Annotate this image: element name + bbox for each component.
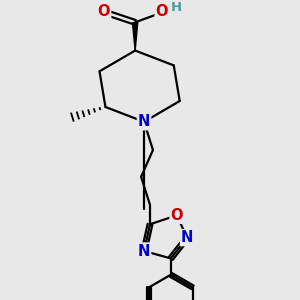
Text: N: N xyxy=(181,230,193,245)
Text: H: H xyxy=(171,1,182,14)
Text: O: O xyxy=(98,4,110,20)
Text: N: N xyxy=(138,114,150,129)
Text: O: O xyxy=(156,4,168,20)
Text: N: N xyxy=(138,244,150,259)
Polygon shape xyxy=(133,22,138,50)
Text: O: O xyxy=(170,208,183,223)
